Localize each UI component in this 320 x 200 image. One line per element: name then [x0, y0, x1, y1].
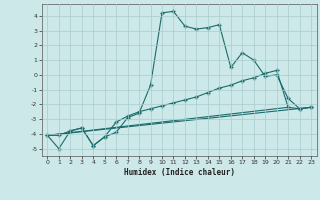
X-axis label: Humidex (Indice chaleur): Humidex (Indice chaleur): [124, 168, 235, 177]
